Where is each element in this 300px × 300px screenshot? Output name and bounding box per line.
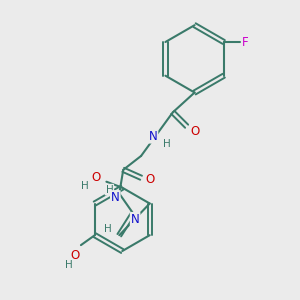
Text: H: H	[103, 224, 111, 234]
Text: N: N	[148, 130, 157, 142]
Text: H: H	[106, 184, 113, 195]
Text: O: O	[70, 248, 80, 262]
Text: H: H	[65, 260, 73, 270]
Text: O: O	[146, 173, 154, 186]
Text: N: N	[111, 191, 120, 204]
Text: H: H	[81, 181, 88, 191]
Text: H: H	[163, 139, 171, 149]
Text: N: N	[131, 213, 140, 226]
Text: O: O	[190, 125, 199, 138]
Text: F: F	[242, 35, 249, 49]
Text: O: O	[92, 171, 101, 184]
